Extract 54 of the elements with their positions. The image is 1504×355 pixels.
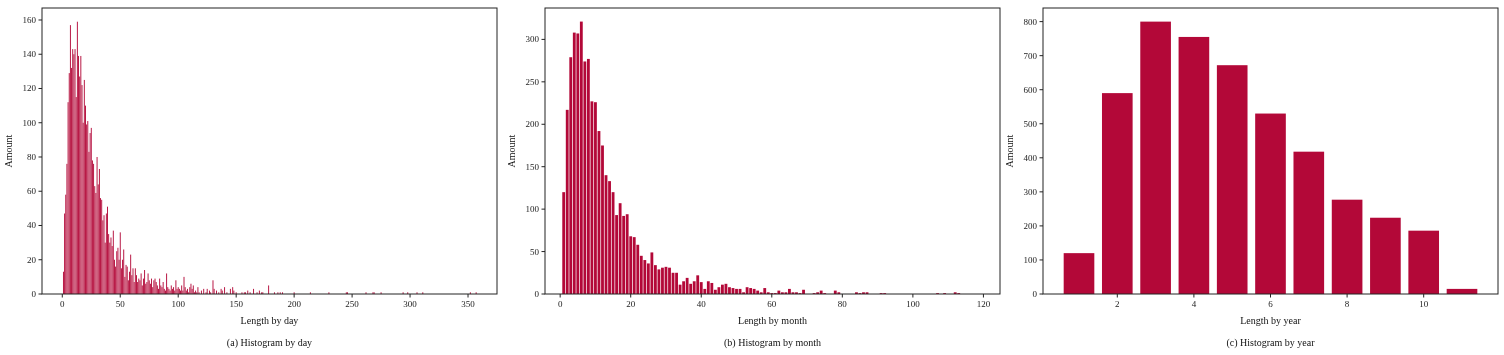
- x-tick-label: 40: [696, 299, 707, 309]
- y-tick-label: 0: [534, 289, 540, 299]
- y-tick-label: 800: [1023, 16, 1038, 27]
- x-tick-label: 2: [1115, 299, 1120, 309]
- x-tick-label: 150: [229, 299, 244, 309]
- text: (a) Histogram by day: [226, 337, 313, 349]
- y-tick-label: 120: [22, 83, 37, 94]
- y-axis-title: Amount: [1004, 134, 1015, 168]
- text: (c) Histogram by year: [1226, 337, 1316, 349]
- x-tick-label: 0: [557, 299, 563, 309]
- y-tick-label: 600: [1023, 84, 1038, 95]
- x-axis-title: Length by month: [738, 315, 807, 326]
- x-tick-label: 50: [115, 299, 126, 309]
- y-axis-title: Amount: [506, 134, 517, 168]
- x-tick-label: 20: [626, 299, 636, 309]
- text: (b) Histogram by month: [724, 337, 821, 349]
- y-tick-label: 200: [1023, 220, 1038, 231]
- x-tick-label: 10: [1419, 299, 1429, 309]
- y-tick-label: 160: [22, 14, 37, 25]
- x-tick-label: 200: [287, 299, 302, 309]
- x-tick-label: 6: [1268, 299, 1274, 309]
- x-tick-label: 100: [171, 299, 186, 309]
- y-tick-label: 500: [1023, 118, 1038, 129]
- y-tick-label: 100: [22, 117, 37, 128]
- y-tick-label: 50: [530, 246, 540, 257]
- x-axis-title: Length by year: [1240, 315, 1302, 326]
- y-tick-label: 250: [525, 76, 540, 87]
- y-tick-label: 100: [1023, 254, 1038, 265]
- x-tick-label: 100: [906, 299, 921, 309]
- y-tick-label: 400: [1023, 152, 1038, 163]
- y-tick-label: 60: [27, 186, 37, 197]
- y-tick-label: 80: [27, 151, 37, 162]
- x-tick-label: 250: [345, 299, 360, 309]
- x-tick-label: 80: [837, 299, 848, 309]
- y-tick-label: 140: [22, 49, 37, 60]
- y-tick-label: 700: [1023, 50, 1038, 61]
- y-tick-label: 0: [31, 289, 37, 299]
- x-tick-label: 8: [1344, 299, 1350, 309]
- x-tick-label: 0: [60, 299, 66, 309]
- x-tick-label: 120: [976, 299, 991, 309]
- y-tick-label: 300: [525, 34, 540, 45]
- x-tick-label: 300: [403, 299, 418, 309]
- y-tick-label: 150: [525, 161, 540, 172]
- y-axis-title: Amount: [3, 134, 14, 168]
- x-tick-label: 350: [461, 299, 476, 309]
- y-tick-label: 100: [525, 204, 540, 215]
- y-tick-label: 40: [27, 220, 37, 231]
- y-tick-label: 200: [525, 119, 540, 130]
- x-tick-label: 4: [1191, 299, 1197, 309]
- x-axis-title: Length by day: [240, 315, 299, 326]
- x-tick-label: 60: [767, 299, 777, 309]
- y-tick-label: 300: [1023, 186, 1038, 197]
- y-tick-label: 0: [1032, 289, 1038, 299]
- y-tick-label: 20: [27, 254, 37, 265]
